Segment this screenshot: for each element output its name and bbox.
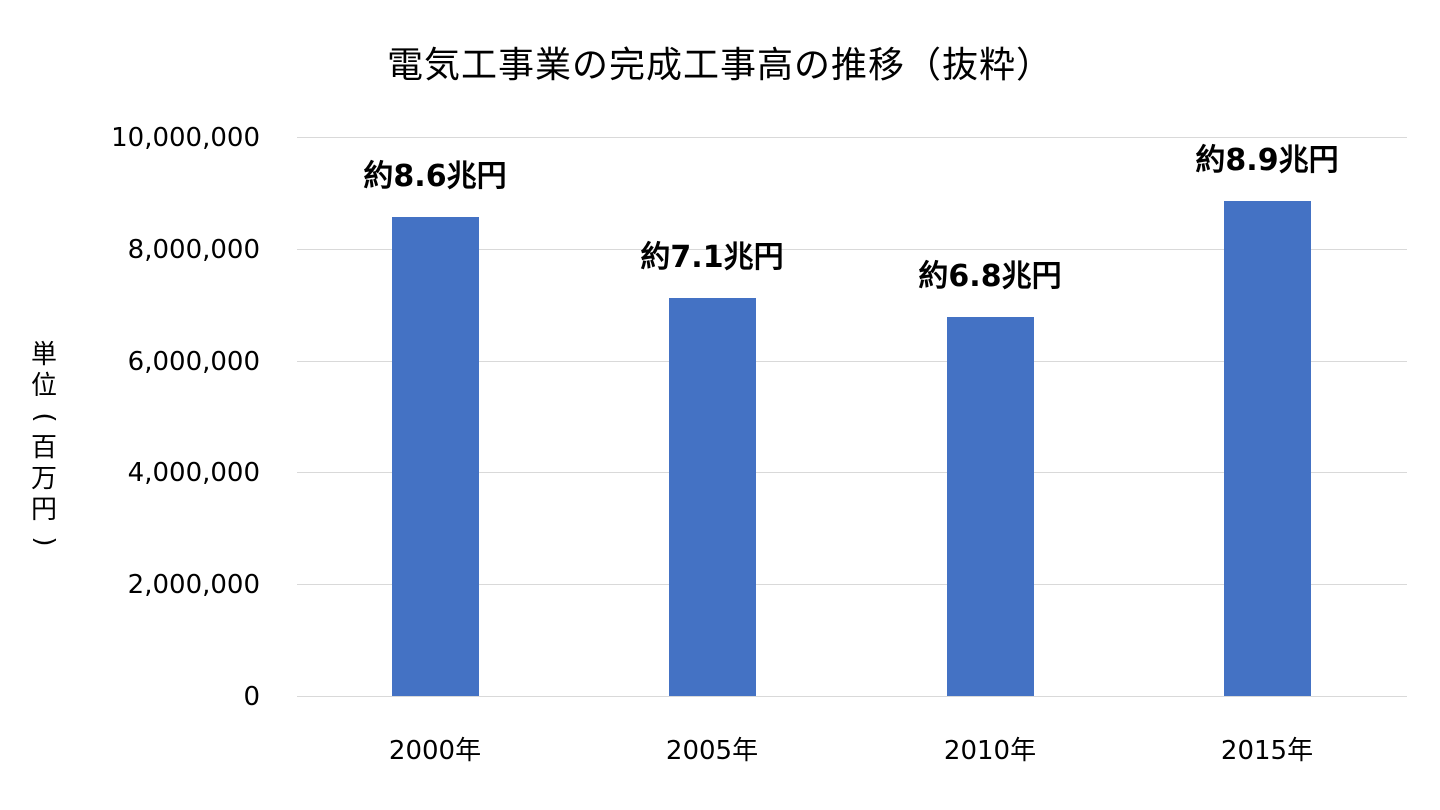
y-axis-label: 単 位 ( 百 万 円 ) [26, 340, 62, 557]
y-tick-label: 4,000,000 [127, 458, 260, 489]
y-tick-label: 2,000,000 [127, 570, 260, 601]
y-axis-label-char: 位 [30, 371, 57, 401]
bar [946, 316, 1034, 696]
y-axis-label-char: 円 [30, 495, 57, 525]
gridline [297, 248, 1407, 250]
y-axis-label-char: 単 [30, 340, 57, 370]
gridline [297, 696, 1407, 697]
chart-title-text: 電気工事業の完成工事高の推移（抜粋） [386, 45, 1053, 86]
bar [1223, 200, 1311, 696]
y-tick-label: 6,000,000 [127, 346, 260, 377]
y-tick-label: 0 [243, 682, 260, 712]
x-tick-label: 2005年 [665, 736, 759, 766]
data-label: 約7.1兆円 [640, 239, 784, 275]
gridline [297, 472, 1407, 474]
y-axis-label-char: ( [29, 412, 60, 423]
x-tick-label: 2000年 [388, 736, 482, 766]
gridline [297, 360, 1407, 362]
bar [668, 297, 756, 696]
gridline [297, 584, 1407, 586]
y-axis-label-char: 万 [30, 464, 57, 494]
x-tick-label: 2010年 [943, 736, 1037, 766]
bar [391, 216, 479, 696]
data-label: 約8.9兆円 [1195, 142, 1339, 178]
y-axis-label-char: ) [29, 536, 60, 547]
x-tick-label: 2015年 [1220, 736, 1314, 766]
y-tick-label: 8,000,000 [127, 234, 260, 265]
y-tick-label: 10,000,000 [111, 123, 260, 153]
y-axis-label-char: 百 [30, 433, 57, 463]
chart-title: 電気工事業の完成工事高の推移（抜粋） [0, 36, 1440, 88]
data-label: 約8.6兆円 [363, 158, 507, 194]
data-label: 約6.8兆円 [918, 258, 1062, 294]
gridline [297, 137, 1407, 138]
